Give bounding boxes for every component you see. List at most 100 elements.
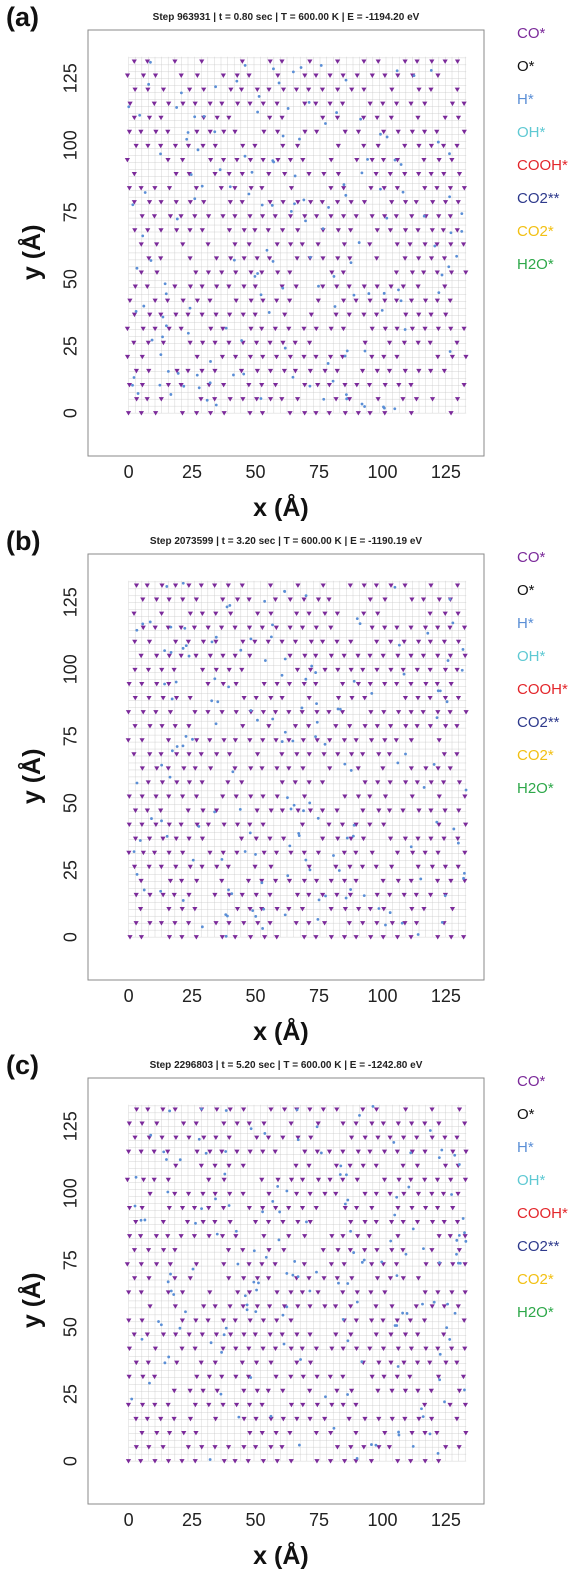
h-marker bbox=[214, 403, 218, 407]
co-marker bbox=[429, 1107, 435, 1112]
co-marker bbox=[178, 878, 185, 884]
co-marker bbox=[275, 157, 281, 163]
co-marker bbox=[380, 878, 386, 884]
co-marker bbox=[286, 326, 292, 332]
co-marker bbox=[389, 200, 395, 205]
co-marker bbox=[463, 1149, 469, 1155]
co-marker bbox=[381, 822, 387, 828]
co-marker bbox=[295, 1135, 301, 1141]
co-marker bbox=[388, 667, 394, 673]
h-marker bbox=[170, 697, 174, 701]
co-marker bbox=[200, 1388, 206, 1394]
co-marker bbox=[146, 639, 153, 645]
h-marker bbox=[224, 1109, 228, 1112]
plot-title: Step 2296803 | t = 5.20 sec | T = 600.00… bbox=[149, 1060, 423, 1071]
legend-entry-cooh: COOH* bbox=[517, 1205, 568, 1222]
co-marker bbox=[307, 1220, 313, 1225]
co-marker bbox=[403, 1107, 409, 1112]
h-marker bbox=[208, 381, 212, 385]
co-marker bbox=[328, 653, 334, 659]
h-marker bbox=[159, 889, 163, 893]
co-marker bbox=[313, 625, 319, 631]
co-marker bbox=[306, 921, 312, 926]
h-marker bbox=[349, 769, 353, 772]
co-marker bbox=[428, 143, 435, 149]
co-marker bbox=[259, 186, 265, 191]
h-marker bbox=[189, 173, 193, 176]
co-marker bbox=[326, 822, 332, 828]
co-marker bbox=[279, 1445, 285, 1450]
co-marker bbox=[194, 411, 200, 416]
co-marker bbox=[387, 836, 394, 842]
co-marker bbox=[367, 298, 373, 304]
co-marker bbox=[307, 808, 314, 813]
co-marker bbox=[232, 1459, 238, 1464]
y-axis-label: y (Å) bbox=[17, 1273, 46, 1329]
legend-entry-co2-bidentate: CO2** bbox=[517, 714, 560, 731]
co-marker bbox=[294, 397, 301, 402]
co-marker bbox=[173, 312, 179, 318]
co-marker bbox=[247, 907, 253, 912]
co-marker bbox=[408, 738, 414, 743]
co-marker bbox=[376, 1360, 382, 1366]
co-marker bbox=[252, 864, 258, 870]
y-tick-label: 75 bbox=[60, 202, 80, 222]
co-marker bbox=[449, 1290, 455, 1295]
co-marker bbox=[267, 397, 274, 402]
h-marker bbox=[175, 217, 179, 221]
h-marker bbox=[271, 717, 275, 721]
co-marker bbox=[367, 907, 373, 912]
co-marker bbox=[341, 850, 347, 856]
co-marker bbox=[299, 1290, 306, 1295]
co-marker bbox=[353, 935, 359, 940]
co-marker bbox=[199, 667, 206, 673]
co-marker bbox=[462, 1262, 468, 1267]
co-marker bbox=[219, 1374, 225, 1380]
co-marker bbox=[234, 157, 240, 163]
h-marker bbox=[440, 273, 444, 277]
co-marker bbox=[413, 200, 419, 205]
h-marker bbox=[271, 623, 274, 627]
h-marker bbox=[304, 858, 308, 862]
co-marker bbox=[274, 907, 280, 912]
co-marker bbox=[374, 892, 380, 898]
h-marker bbox=[314, 671, 318, 674]
co-marker bbox=[434, 681, 440, 687]
co-marker bbox=[369, 1262, 375, 1267]
panel-label: (b) bbox=[6, 526, 41, 556]
co-marker bbox=[388, 284, 394, 289]
co-marker bbox=[212, 1445, 218, 1450]
h-marker bbox=[308, 255, 312, 259]
co-marker bbox=[167, 878, 174, 884]
co-marker bbox=[146, 1445, 152, 1450]
co-marker bbox=[234, 1121, 240, 1126]
co-marker bbox=[179, 411, 186, 416]
co-marker bbox=[386, 752, 393, 757]
co-marker bbox=[199, 864, 205, 870]
co-marker bbox=[320, 115, 326, 121]
h-marker bbox=[335, 111, 338, 114]
co-marker bbox=[415, 864, 421, 870]
co-marker bbox=[132, 639, 138, 645]
co-marker bbox=[180, 242, 186, 247]
co-marker bbox=[146, 1135, 152, 1141]
co-marker bbox=[413, 921, 420, 926]
h-marker bbox=[389, 1239, 393, 1243]
co-marker bbox=[158, 752, 164, 757]
co-marker bbox=[265, 639, 271, 645]
co-marker bbox=[463, 1431, 469, 1436]
co-marker bbox=[435, 850, 441, 856]
h-marker bbox=[283, 589, 286, 593]
h-marker bbox=[412, 74, 416, 77]
co-marker bbox=[274, 101, 280, 107]
co-marker bbox=[248, 270, 254, 275]
co-marker bbox=[138, 242, 144, 247]
h-marker bbox=[158, 383, 162, 387]
co-marker bbox=[380, 935, 386, 940]
h-marker bbox=[461, 1217, 465, 1220]
co-marker bbox=[408, 298, 415, 304]
co-marker bbox=[282, 172, 288, 177]
co-marker bbox=[394, 354, 400, 360]
co-marker bbox=[335, 667, 341, 673]
h-marker bbox=[404, 752, 407, 756]
